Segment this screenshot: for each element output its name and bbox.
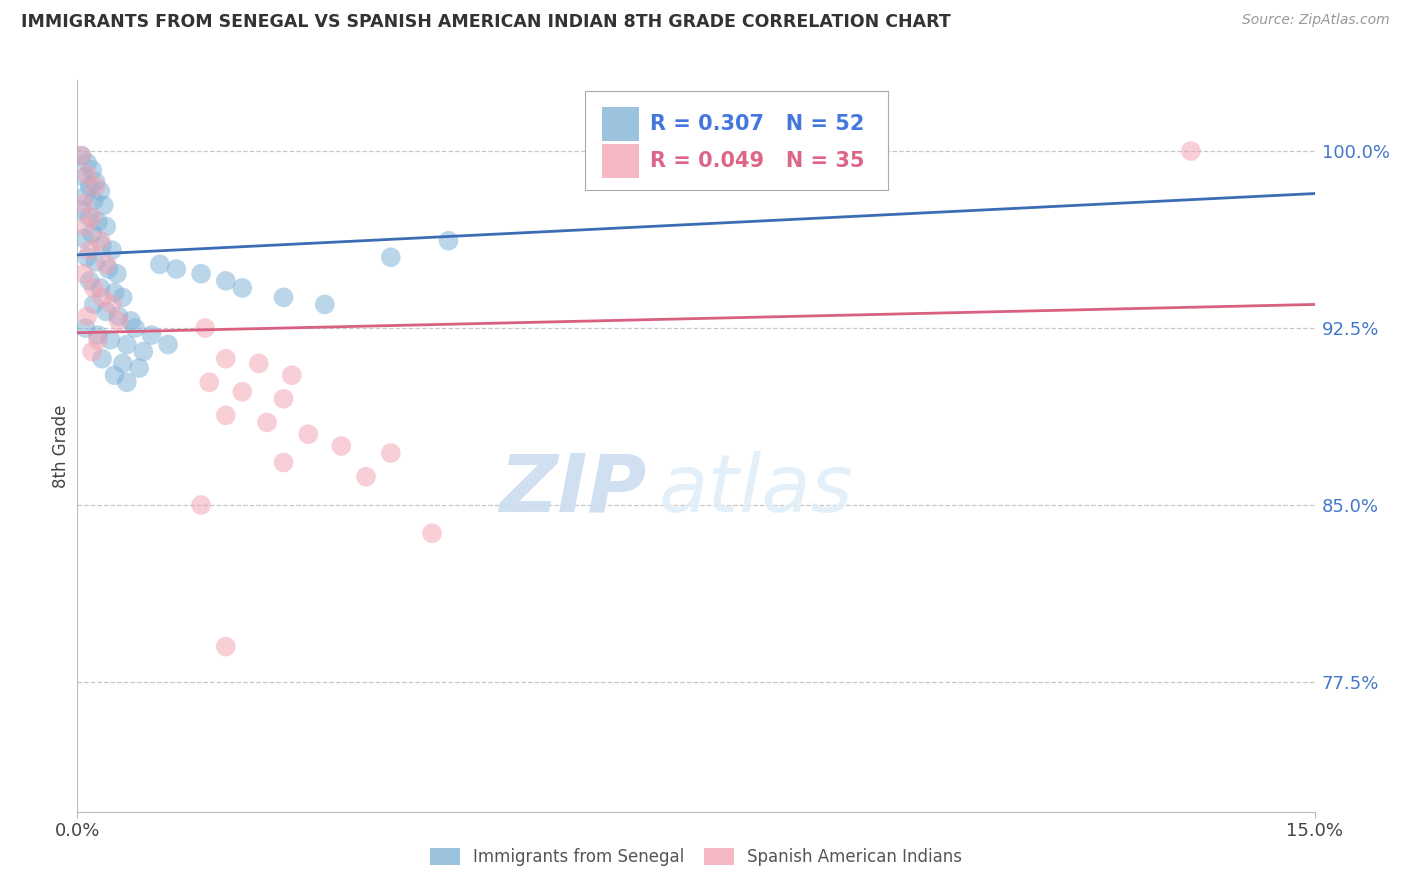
Text: R = 0.307   N = 52: R = 0.307 N = 52 <box>650 114 865 134</box>
Point <box>149 257 172 271</box>
Point <box>91 238 114 252</box>
Point <box>70 149 93 163</box>
Legend: Immigrants from Senegal, Spanish American Indians: Immigrants from Senegal, Spanish America… <box>423 841 969 873</box>
Point <box>1180 144 1202 158</box>
Point <box>75 189 97 203</box>
Text: Source: ZipAtlas.com: Source: ZipAtlas.com <box>1241 13 1389 28</box>
Point <box>132 344 155 359</box>
Point <box>96 257 118 271</box>
Point <box>273 392 295 406</box>
Text: IMMIGRANTS FROM SENEGAL VS SPANISH AMERICAN INDIAN 8TH GRADE CORRELATION CHART: IMMIGRANTS FROM SENEGAL VS SPANISH AMERI… <box>21 13 950 31</box>
Point <box>82 227 104 241</box>
Point <box>79 243 101 257</box>
Point <box>76 310 98 324</box>
Point <box>157 337 180 351</box>
Point <box>87 328 110 343</box>
FancyBboxPatch shape <box>602 144 640 178</box>
Point <box>105 267 128 281</box>
Point <box>82 163 104 178</box>
Point <box>215 640 238 654</box>
Point <box>380 446 402 460</box>
Point <box>194 321 217 335</box>
Point <box>215 274 238 288</box>
Point <box>97 262 120 277</box>
Point <box>111 356 134 370</box>
Point <box>83 194 105 208</box>
Point <box>420 526 443 541</box>
Point <box>101 243 124 257</box>
Point <box>93 198 115 212</box>
Point <box>83 297 105 311</box>
Point <box>101 297 124 311</box>
FancyBboxPatch shape <box>585 91 887 190</box>
Point <box>98 333 121 347</box>
Point <box>79 274 101 288</box>
Point <box>96 219 118 234</box>
Point <box>128 361 150 376</box>
Point <box>115 337 138 351</box>
Point <box>165 262 187 277</box>
Point <box>354 469 377 483</box>
Point <box>141 328 163 343</box>
FancyBboxPatch shape <box>602 107 640 141</box>
Point <box>73 196 96 211</box>
Point <box>124 321 146 335</box>
Point <box>437 234 460 248</box>
Point <box>120 314 142 328</box>
Point <box>89 281 111 295</box>
Point <box>107 314 129 328</box>
Point <box>111 290 134 304</box>
Point <box>297 427 319 442</box>
Point <box>247 356 270 370</box>
Point <box>231 281 253 295</box>
Point <box>76 168 98 182</box>
Point <box>330 439 353 453</box>
Point <box>87 333 110 347</box>
Point <box>231 384 253 399</box>
Point <box>76 250 98 264</box>
Point <box>281 368 304 383</box>
Point <box>83 281 105 295</box>
Point <box>70 202 93 217</box>
Point <box>89 234 111 248</box>
Point <box>87 215 110 229</box>
Point <box>89 184 111 198</box>
Y-axis label: 8th Grade: 8th Grade <box>52 404 70 488</box>
Point <box>79 179 101 194</box>
Point <box>103 285 125 300</box>
Point <box>215 351 238 366</box>
Point <box>76 156 98 170</box>
Text: R = 0.049   N = 35: R = 0.049 N = 35 <box>650 151 865 170</box>
Point <box>77 210 100 224</box>
Point <box>380 250 402 264</box>
Point <box>190 498 212 512</box>
Point <box>73 169 96 184</box>
Point <box>73 267 96 281</box>
Text: ZIP: ZIP <box>499 450 647 529</box>
Point <box>103 368 125 383</box>
Point <box>215 409 238 423</box>
Point <box>256 416 278 430</box>
Point <box>70 149 93 163</box>
Point <box>73 231 96 245</box>
Text: atlas: atlas <box>659 450 853 529</box>
Point <box>107 310 129 324</box>
Point <box>84 255 107 269</box>
Point <box>96 304 118 318</box>
Point <box>82 344 104 359</box>
Point <box>314 297 336 311</box>
Point <box>84 175 107 189</box>
Point <box>273 290 295 304</box>
Point <box>84 179 107 194</box>
Point <box>198 376 221 390</box>
Point <box>91 290 114 304</box>
Point <box>190 267 212 281</box>
Point <box>82 210 104 224</box>
Point <box>75 321 97 335</box>
Point <box>273 456 295 470</box>
Point <box>91 351 114 366</box>
Point <box>115 376 138 390</box>
Point <box>75 219 97 234</box>
